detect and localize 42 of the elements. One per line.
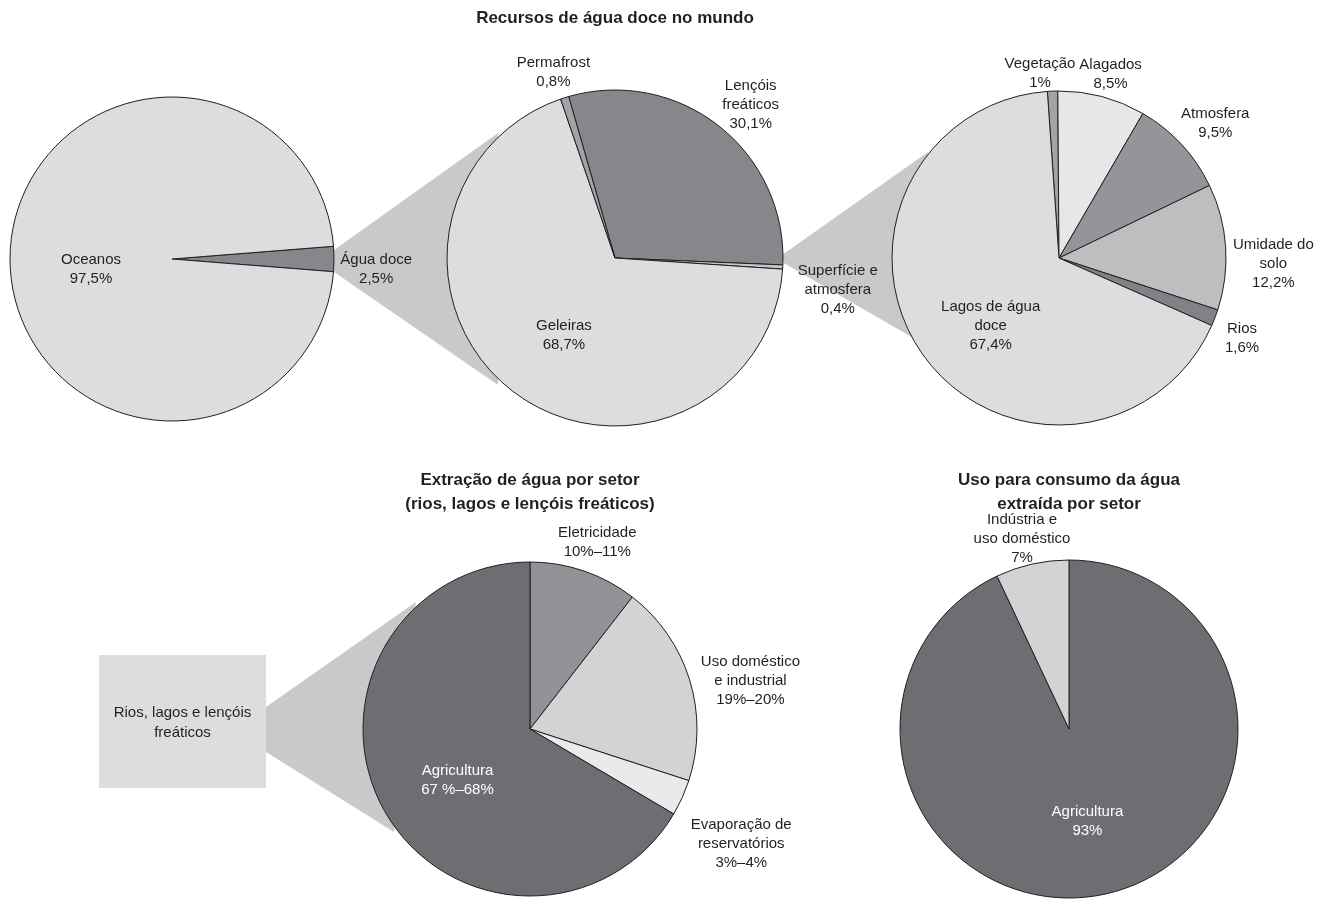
data-label: 2,5% <box>359 269 394 286</box>
chart-subtitle: extraída por setor <box>996 493 1142 513</box>
slice-label: Umidade do solo <box>1232 234 1314 271</box>
data-label: 7% <box>1011 547 1033 565</box>
slice-label: Evaporação de reservatórios <box>690 815 792 852</box>
data-label: 97,5% <box>69 269 113 286</box>
data-label: 93% <box>1072 821 1103 839</box>
data-label: 3%–4% <box>715 853 768 871</box>
slice-label: Água doce <box>340 250 413 267</box>
slice-label: Vegetação <box>1004 53 1076 71</box>
data-label: 0,4% <box>820 298 855 316</box>
slice-label: Agricultura <box>1051 802 1124 820</box>
chart-subtitle: (rios, lagos e lençóis freáticos) <box>404 493 656 515</box>
data-label: 10%–11% <box>563 542 631 560</box>
data-label: 9,5% <box>1198 123 1233 141</box>
data-label: 1,6% <box>1224 338 1260 356</box>
slice-label: Atmosfera <box>1181 104 1251 122</box>
slice-label: Alagados <box>1079 54 1142 72</box>
slice-label: Agricultura <box>421 761 494 779</box>
slice-label: Lençóis freáticos <box>722 76 780 113</box>
pie-slice <box>9 96 334 422</box>
data-label: 30,1% <box>729 114 772 132</box>
data-label: 19%–20% <box>716 690 785 708</box>
slice-label: Permafrost <box>516 52 591 70</box>
data-label: 8,5% <box>1093 73 1128 91</box>
data-label: 12,2% <box>1252 272 1295 290</box>
slice-label: Lagos de água doce <box>941 296 1041 333</box>
chart-title: Extração de água por setor <box>419 469 641 491</box>
chart-title: Recursos de água doce no mundo <box>475 7 755 29</box>
data-label: 68,7% <box>542 334 586 352</box>
text: Rios, lagos e lençóis freáticos <box>99 655 266 788</box>
slice-label: Rios <box>1227 319 1258 337</box>
slice-label: Oceanos <box>60 250 122 267</box>
slice-label: Geleiras <box>535 315 592 333</box>
data-label: 1% <box>1029 72 1051 90</box>
slice-label: Superfície e atmosfera <box>797 260 878 297</box>
data-label: 67 %–68% <box>421 780 494 798</box>
slice-label: Uso doméstico e industrial <box>700 652 801 689</box>
data-label: 67,4% <box>969 334 1012 352</box>
data-label: 0,8% <box>536 71 571 89</box>
slice-label: Eletricidade <box>558 523 637 541</box>
chart-title: Uso para consumo da água <box>957 469 1181 491</box>
